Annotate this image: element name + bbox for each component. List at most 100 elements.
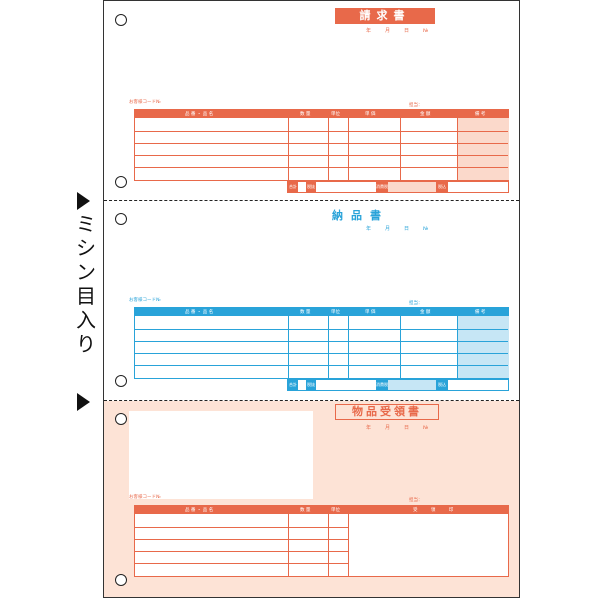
punch-hole [115, 574, 127, 586]
row-line [135, 131, 508, 132]
date-number: № [423, 425, 443, 431]
date-number: № [423, 28, 443, 34]
header-qty: 数 量 [300, 310, 311, 315]
header-unit: 単位 [331, 508, 340, 513]
header-price: 単 価 [365, 310, 376, 315]
summary-label-bg [306, 380, 316, 390]
tax-shade [388, 380, 436, 390]
tax-shade [388, 182, 436, 192]
sender-label: 担当： [409, 103, 423, 108]
col-line [457, 308, 458, 378]
punch-hole [115, 14, 127, 26]
header-item: 品 番 ・ 品 名 [185, 112, 214, 117]
header-unit: 単位 [331, 112, 340, 117]
date-day: 日 [404, 28, 424, 34]
date-year: 年 [366, 28, 386, 34]
col-line [288, 308, 289, 378]
arrow-icon [77, 393, 90, 411]
address-window [129, 411, 313, 499]
row-line [135, 527, 348, 528]
remarks-shade [457, 118, 509, 180]
summary-label-bg [436, 182, 448, 192]
summary-excl: 税抜 [307, 382, 315, 387]
invoice-summary: 合計 税抜 消費税 税込 [287, 181, 509, 193]
col-line [328, 308, 329, 378]
header-amount: 金 額 [420, 112, 431, 117]
date-year: 年 [366, 226, 386, 232]
invoice-table: 品 番 ・ 品 名 数 量 単位 単 価 金 額 備 考 [134, 109, 509, 181]
col-line [348, 506, 349, 576]
header-item: 品 番 ・ 品 名 [185, 508, 214, 513]
perforation-line [104, 200, 519, 201]
header-seal: 受 領 印 [413, 508, 460, 513]
row-line [135, 551, 348, 552]
summary-label-bg [436, 380, 448, 390]
row-line [135, 365, 508, 366]
punch-hole [115, 375, 127, 387]
summary-tax: 消費税 [376, 184, 388, 189]
punch-hole [115, 176, 127, 188]
col-line [457, 110, 458, 180]
summary-total: 合計 [289, 382, 297, 387]
date-day: 日 [404, 425, 424, 431]
col-line [328, 506, 329, 576]
row-line [135, 143, 508, 144]
date-year: 年 [366, 425, 386, 431]
row-line [135, 563, 348, 564]
table-header [135, 110, 508, 118]
punch-hole [115, 413, 127, 425]
delivery-summary: 合計 税抜 消費税 税込 [287, 379, 509, 391]
row-line [135, 353, 508, 354]
header-remarks: 備 考 [475, 112, 486, 117]
col-line [328, 110, 329, 180]
header-amount: 金 額 [420, 310, 431, 315]
date-number: № [423, 226, 443, 232]
delivery-table: 品 番 ・ 品 名 数 量 単位 単 価 金 額 備 考 [134, 307, 509, 379]
invoice-title: 請求書 [335, 8, 435, 24]
delivery-date: 年月日№ [366, 225, 442, 232]
table-header [135, 308, 508, 316]
summary-incl: 税込 [438, 382, 446, 387]
remarks-shade [457, 316, 509, 378]
row-line [135, 329, 508, 330]
date-month: 月 [385, 28, 405, 34]
arrow-icon [77, 192, 90, 210]
col-line [288, 110, 289, 180]
customer-code-label: お客様コード№ [129, 100, 161, 105]
summary-incl: 税込 [438, 184, 446, 189]
header-remarks: 備 考 [475, 310, 486, 315]
summary-label-bg [376, 182, 388, 192]
col-line [400, 110, 401, 180]
col-line [400, 308, 401, 378]
header-qty: 数 量 [300, 508, 311, 513]
receipt-date: 年月日№ [366, 424, 442, 431]
sender-label: 担当： [409, 301, 423, 306]
header-unit: 単位 [331, 310, 340, 315]
summary-label-bg [288, 182, 298, 192]
header-item: 品 番 ・ 品 名 [185, 310, 214, 315]
summary-total: 合計 [289, 184, 297, 189]
receipt-table: 品 番 ・ 品 名 数 量 単位 受 領 印 [134, 505, 509, 577]
date-month: 月 [385, 226, 405, 232]
col-line [288, 506, 289, 576]
summary-excl: 税抜 [307, 184, 315, 189]
header-price: 単 価 [365, 112, 376, 117]
date-day: 日 [404, 226, 424, 232]
receipt-title: 物品受領書 [335, 404, 439, 420]
date-month: 月 [385, 425, 405, 431]
perforation-line [104, 400, 519, 401]
punch-hole [115, 213, 127, 225]
row-line [135, 155, 508, 156]
row-line [135, 167, 508, 168]
delivery-title: 納品書 [332, 209, 389, 222]
row-line [135, 539, 348, 540]
summary-label-bg [376, 380, 388, 390]
side-label: ミシン目入り [76, 212, 96, 356]
summary-label-bg [288, 380, 298, 390]
table-header [135, 506, 508, 514]
row-line [135, 341, 508, 342]
summary-label-bg [306, 182, 316, 192]
invoice-date: 年月日№ [366, 27, 442, 34]
col-line [348, 110, 349, 180]
sender-label: 担当： [409, 498, 423, 503]
